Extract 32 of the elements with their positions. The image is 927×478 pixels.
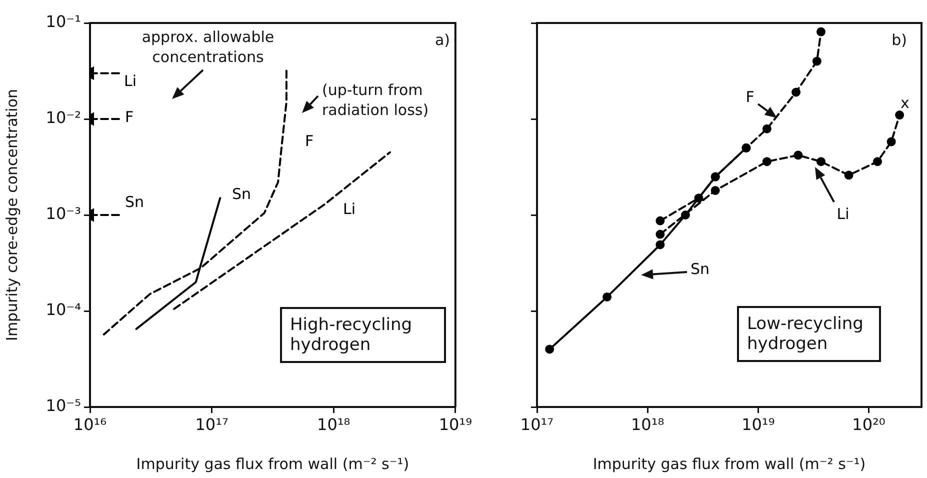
series-label: F [125,108,134,126]
annotation: approx. allowable concentrations [140,27,276,67]
annotation: b) [890,30,907,50]
y-tick-label: 10⁻¹ [46,12,81,32]
annotation: (up-turn from radiation loss) [322,80,430,120]
series-label: Li [124,72,137,90]
y-tick-label: 10⁻³ [46,204,81,224]
x-tick-label: 10¹⁹ [438,414,472,434]
x-tick-label: 10²⁰ [852,414,886,434]
y-axis-title: Impurity core-edge concentration [2,89,21,341]
y-tick-label: 10⁻⁴ [46,300,81,320]
x-tick-label: 10¹⁷ [520,414,554,434]
y-tick-label: 10⁻⁵ [46,396,81,416]
series-label: F [746,88,754,106]
series-label: Li [343,200,356,218]
x-tick-label: 10¹⁹ [742,414,775,434]
text: Sn [690,260,710,278]
series-label: Li [836,204,850,223]
series-label: Sn [125,192,144,211]
text-box: Low-recycling hydrogen [737,306,881,362]
annotation: x [900,93,910,113]
x-tick-label: 10¹⁶ [73,414,107,434]
series-label: F [305,132,314,150]
series-label: Sn [232,184,252,203]
x-tick-label: 10¹⁸ [630,414,664,434]
x-tick-label: 10¹⁷ [195,414,228,434]
annotation: a) [434,30,450,50]
x-axis-title: Impurity gas flux from wall (m⁻² s⁻¹) [592,454,866,473]
x-axis-title: Impurity gas flux from wall (m⁻² s⁻¹) [136,454,410,473]
text-box: High-recycling hydrogen [280,307,446,363]
y-tick-label: 10⁻² [46,108,81,128]
x-tick-label: 10¹⁸ [317,414,350,434]
